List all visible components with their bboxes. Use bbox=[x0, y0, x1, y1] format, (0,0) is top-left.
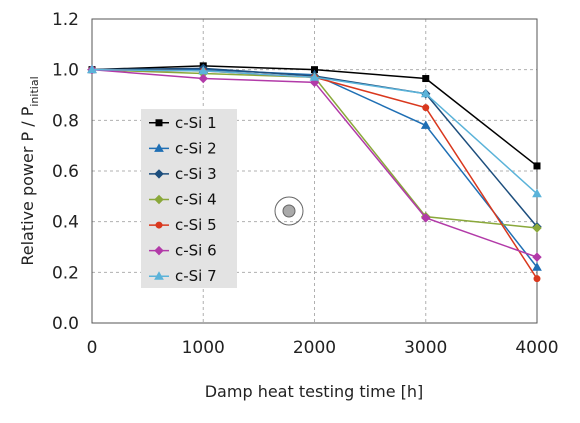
legend-label: c-Si 2 bbox=[175, 139, 217, 157]
data-point bbox=[420, 120, 431, 129]
legend-label: c-Si 3 bbox=[175, 165, 217, 183]
data-point bbox=[532, 262, 542, 271]
legend-item: c-Si 7 bbox=[149, 267, 217, 285]
data-point bbox=[198, 65, 209, 75]
y-tick-label: 0.2 bbox=[52, 263, 79, 283]
legend-item: c-Si 1 bbox=[149, 114, 217, 132]
plot-frame bbox=[91, 18, 538, 324]
x-tick-labels: 0 1000 2000 3000 4000 bbox=[87, 338, 559, 358]
y-axis-label: Relative power P / Pinitial bbox=[18, 76, 41, 265]
data-point bbox=[87, 64, 97, 74]
legend-swatch-marker bbox=[155, 221, 163, 229]
legend-swatch-marker bbox=[155, 119, 163, 127]
x-tick-label: 3000 bbox=[404, 338, 447, 358]
legend-item: c-Si 4 bbox=[149, 191, 217, 209]
legend-swatch-marker bbox=[154, 194, 164, 205]
x-tick-label: 4000 bbox=[515, 338, 558, 358]
y-tick-label: 0.0 bbox=[52, 314, 79, 334]
legend-swatch-marker bbox=[154, 271, 164, 280]
legend-label: c-Si 1 bbox=[175, 114, 217, 132]
legend-label: c-Si 4 bbox=[175, 191, 217, 209]
legend-item: c-Si 5 bbox=[149, 216, 217, 234]
data-point bbox=[198, 73, 208, 84]
x-axis-label: Damp heat testing time [h] bbox=[205, 382, 424, 401]
data-point bbox=[532, 252, 542, 262]
data-point bbox=[420, 88, 431, 98]
y-axis-label-subscript: initial bbox=[28, 76, 41, 106]
legend: c-Si 1 c-Si 2 c-Si 3 c-Si 4 c-Si 5 c-Si 6 c-Si… bbox=[141, 109, 237, 288]
series-c-si-7 bbox=[87, 64, 542, 198]
data-point bbox=[533, 162, 541, 170]
y-tick-label: 1.2 bbox=[52, 10, 79, 30]
x-tick-label: 2000 bbox=[293, 338, 336, 358]
data-point bbox=[422, 104, 430, 112]
legend-swatch-marker bbox=[154, 169, 164, 179]
data-point bbox=[533, 275, 541, 283]
x-tick-label: 0 bbox=[87, 338, 98, 358]
y-tick-label: 0.8 bbox=[52, 111, 79, 131]
series-group bbox=[87, 62, 542, 283]
legend-swatch-marker bbox=[154, 245, 164, 256]
legend-label: c-Si 6 bbox=[175, 242, 217, 260]
x-tick-label: 1000 bbox=[182, 338, 225, 358]
center-marker-icon bbox=[274, 196, 304, 226]
data-point bbox=[422, 75, 430, 83]
data-point bbox=[421, 213, 431, 223]
legend-item: c-Si 2 bbox=[149, 139, 217, 157]
y-axis-label-main: Relative power P / P bbox=[18, 106, 37, 265]
legend-swatch-marker bbox=[154, 143, 164, 152]
data-point bbox=[309, 72, 320, 81]
y-tick-label: 0.4 bbox=[52, 213, 79, 233]
data-point bbox=[532, 223, 542, 233]
series-c-si-6 bbox=[87, 64, 542, 262]
y-tick-label: 0.6 bbox=[52, 162, 79, 182]
y-tick-label: 1.0 bbox=[52, 61, 79, 81]
data-point bbox=[532, 188, 542, 198]
y-tick-labels: 0.0 0.2 0.4 0.6 0.8 1.0 1.2 bbox=[52, 10, 79, 334]
legend-label: c-Si 5 bbox=[175, 216, 217, 234]
legend-item: c-Si 3 bbox=[149, 165, 217, 183]
legend-label: c-Si 7 bbox=[175, 267, 217, 285]
legend-item: c-Si 6 bbox=[149, 242, 217, 260]
